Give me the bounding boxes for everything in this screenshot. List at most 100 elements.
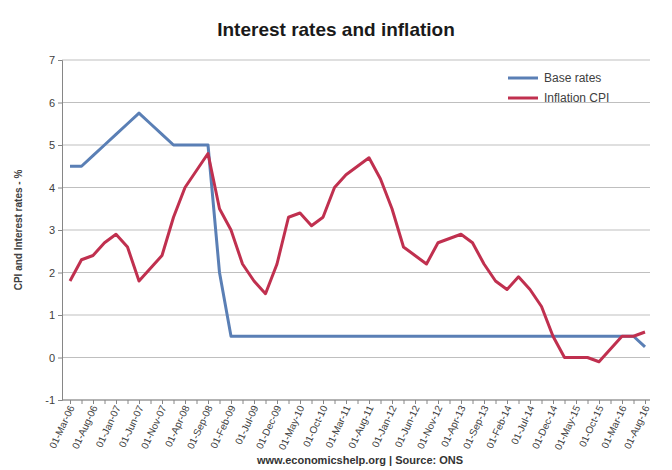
grid-line <box>62 60 650 61</box>
x-tick-mark <box>530 400 531 404</box>
x-tick-mark <box>381 400 382 404</box>
x-axis-line <box>62 400 650 401</box>
y-tick-label: 7 <box>49 54 55 66</box>
x-tick: 01-Aug-16 <box>622 400 652 451</box>
y-tick-mark <box>58 188 62 189</box>
grid-line <box>62 145 650 146</box>
y-tick-mark <box>58 103 62 104</box>
y-tick: 1 <box>49 309 62 321</box>
x-tick-mark <box>611 400 612 404</box>
x-tick-mark <box>289 400 290 404</box>
x-tick-mark <box>565 400 566 404</box>
y-tick: 0 <box>49 352 62 364</box>
y-tick-mark <box>58 358 62 359</box>
y-tick: -1 <box>45 394 62 406</box>
x-tick-label: 01-Feb-14 <box>484 403 514 450</box>
x-tick-mark <box>277 400 278 404</box>
x-tick-mark <box>197 400 198 404</box>
y-tick: 7 <box>49 54 62 66</box>
x-tick <box>243 400 244 404</box>
legend-swatch <box>508 77 538 80</box>
grid-line <box>62 315 650 316</box>
x-tick <box>335 400 336 404</box>
x-tick-mark <box>208 400 209 404</box>
x-tick-mark <box>507 400 508 404</box>
legend-swatch <box>508 97 538 100</box>
x-tick <box>542 400 543 404</box>
x-tick-mark <box>93 400 94 404</box>
x-tick-mark <box>450 400 451 404</box>
x-tick <box>404 400 405 404</box>
x-tick <box>312 400 313 404</box>
x-tick-mark <box>438 400 439 404</box>
legend-item: Inflation CPI <box>508 91 609 105</box>
x-tick <box>151 400 152 404</box>
grid-line <box>62 357 650 358</box>
y-tick-mark <box>58 400 62 401</box>
x-tick-mark <box>300 400 301 404</box>
x-tick <box>565 400 566 404</box>
x-tick-mark <box>323 400 324 404</box>
x-tick-mark <box>588 400 589 404</box>
y-tick-label: 3 <box>49 224 55 236</box>
y-tick-mark <box>58 230 62 231</box>
legend-label: Base rates <box>544 71 601 85</box>
x-tick-mark <box>392 400 393 404</box>
y-tick-label: 6 <box>49 97 55 109</box>
x-tick-mark <box>162 400 163 404</box>
chart: -10123456701-Mar-0601-Aug-0601-Jan-0701-… <box>0 0 672 470</box>
y-axis: -101234567 <box>45 54 62 406</box>
x-tick <box>381 400 382 404</box>
x-tick-mark <box>266 400 267 404</box>
y-tick-mark <box>58 315 62 316</box>
x-tick <box>174 400 175 404</box>
x-tick <box>105 400 106 404</box>
x-tick-mark <box>312 400 313 404</box>
x-tick-mark <box>519 400 520 404</box>
x-tick-mark <box>553 400 554 404</box>
x-tick-mark <box>542 400 543 404</box>
x-tick-mark <box>358 400 359 404</box>
legend: Base rates Inflation CPI <box>508 71 609 105</box>
y-tick-label: 0 <box>49 352 55 364</box>
x-tick-mark <box>151 400 152 404</box>
x-tick-mark <box>461 400 462 404</box>
grid-line <box>62 272 650 273</box>
x-tick-mark <box>496 400 497 404</box>
annotation: www.economicshelp.org | Source: ONS <box>256 454 463 466</box>
x-tick-mark <box>369 400 370 404</box>
x-tick-mark <box>70 400 71 404</box>
y-axis-title: CPI and Interest rates - % <box>13 170 24 291</box>
x-tick-label: 01-Aug-16 <box>622 403 652 450</box>
x-tick-mark <box>427 400 428 404</box>
y-tick-label: 1 <box>49 309 55 321</box>
grid-line <box>62 230 650 231</box>
y-tick-label: -1 <box>45 394 55 406</box>
x-tick-mark <box>346 400 347 404</box>
x-tick <box>450 400 451 404</box>
y-tick: 4 <box>49 182 62 194</box>
x-tick-label: 01-Feb-09 <box>208 403 238 450</box>
x-tick-mark <box>128 400 129 404</box>
x-tick <box>496 400 497 404</box>
x-tick <box>358 400 359 404</box>
y-tick-mark <box>58 273 62 274</box>
y-tick: 6 <box>49 97 62 109</box>
x-tick-mark <box>139 400 140 404</box>
x-tick <box>220 400 221 404</box>
x-tick <box>519 400 520 404</box>
x-tick <box>82 400 83 404</box>
y-tick: 5 <box>49 139 62 151</box>
series-group <box>70 113 645 362</box>
y-axis-line <box>58 61 63 401</box>
x-tick-mark <box>576 400 577 404</box>
x-tick-mark <box>231 400 232 404</box>
x-tick <box>197 400 198 404</box>
x-tick <box>289 400 290 404</box>
x-tick <box>611 400 612 404</box>
x-tick-mark <box>599 400 600 404</box>
title: Interest rates and inflation <box>217 19 455 40</box>
x-tick <box>588 400 589 404</box>
y-tick-mark <box>58 60 62 61</box>
x-tick <box>266 400 267 404</box>
